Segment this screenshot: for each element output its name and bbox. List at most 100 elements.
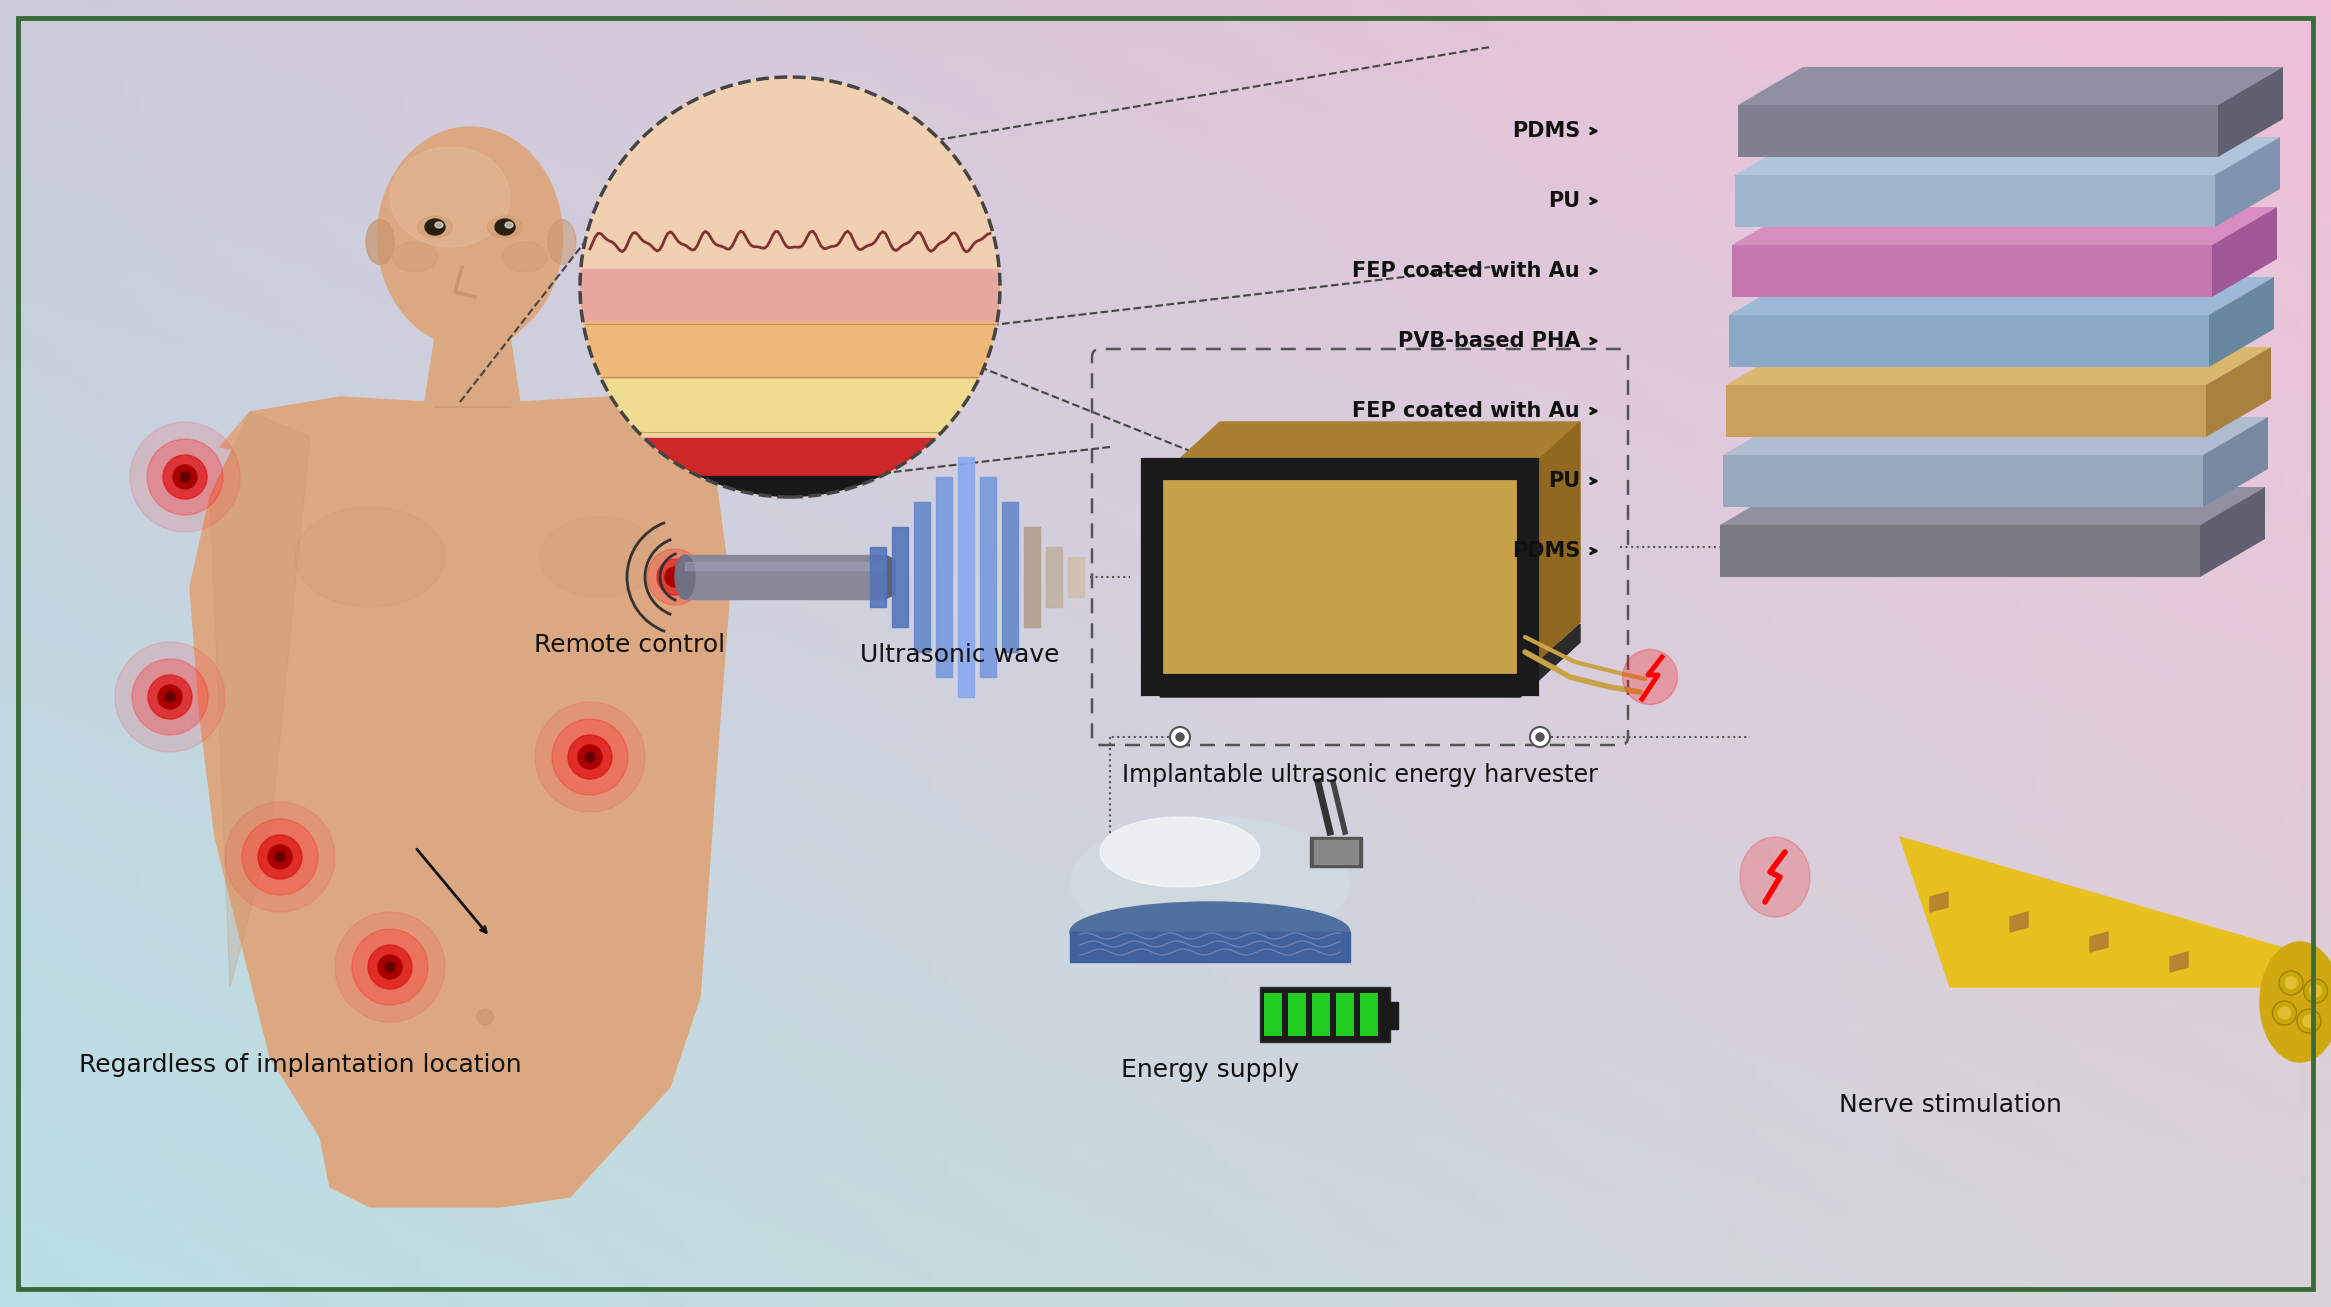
Bar [869,252,886,261]
Bar [93,269,110,278]
Bar [622,77,639,88]
Bar [809,548,825,558]
Bar [1741,234,1758,244]
Bar [1196,792,1212,801]
Bar [1135,992,1152,1002]
Bar [450,792,466,801]
Bar [110,139,126,148]
Bar [1601,357,1618,366]
Bar [2161,182,2177,192]
Bar [296,1263,312,1272]
Bar [1974,1298,1991,1307]
Bar [2207,975,2224,984]
Bar [1662,174,1678,183]
Bar [110,1132,126,1141]
Bar [823,966,839,976]
Bar [839,914,855,924]
Bar [1741,661,1758,670]
Bar [793,714,809,723]
Bar [2268,17,2284,26]
Bar [1476,452,1492,461]
Bar [124,766,140,775]
Bar [1336,844,1352,853]
Bar [1056,478,1072,488]
Bar [576,488,592,497]
Bar [2098,966,2114,976]
Bar [156,783,172,793]
Bar [839,1219,855,1229]
Bar [389,426,406,435]
Bar [1942,365,1958,375]
Bar [233,861,249,872]
Bar [30,60,47,69]
Bar [156,775,172,784]
Bar [1072,1175,1089,1185]
Bar [1818,827,1834,836]
Bar [497,670,513,680]
Bar [140,757,156,767]
Bar [389,25,406,35]
Bar [249,932,266,941]
Bar [1382,112,1399,122]
Bar [373,566,389,575]
Bar [2114,200,2131,209]
Bar [280,1236,296,1246]
Bar [170,1227,186,1238]
Bar [343,809,359,819]
Bar [2221,34,2238,43]
Bar [2098,1175,2114,1185]
Bar [280,574,296,584]
Bar [2051,51,2068,61]
Bar [1042,566,1058,575]
Bar [466,566,483,575]
Bar [436,357,452,366]
Bar [343,148,359,157]
Bar [590,191,606,200]
Bar [1492,112,1508,122]
Bar [1445,1193,1462,1202]
Bar [2161,1053,2177,1063]
Bar [1522,775,1538,784]
Bar [2005,1027,2021,1036]
Bar [963,60,979,69]
Bar [669,635,685,644]
Bar [0,1089,16,1098]
Bar [2068,1063,2084,1072]
Bar [2191,331,2207,340]
Bar [1462,574,1478,584]
Circle shape [133,659,207,735]
Bar [699,226,716,235]
Bar [2145,208,2161,218]
Bar [2068,1123,2084,1133]
Bar [326,488,343,497]
Bar [669,749,685,758]
Bar [1072,1219,1089,1229]
Bar [326,775,343,784]
Ellipse shape [392,242,438,272]
Bar [869,1044,886,1055]
Bar [403,348,420,357]
Bar [559,940,576,950]
Bar [2191,757,2207,767]
Bar [280,383,296,392]
Bar [809,809,825,819]
Bar [93,704,110,715]
Bar [403,704,420,715]
Bar [63,809,79,819]
Bar [1538,103,1555,114]
Bar [2301,818,2317,827]
Bar [343,966,359,976]
Bar [1615,1027,1632,1036]
Bar [932,1018,949,1029]
Bar [2005,305,2021,314]
Bar [730,1263,746,1272]
Bar [823,661,839,670]
Bar [1834,1263,1851,1272]
Bar [576,1018,592,1029]
Bar [2068,1070,2084,1081]
Bar [1228,95,1245,105]
Bar [2268,139,2284,148]
Bar [2068,1106,2084,1115]
Bar [373,374,389,383]
Bar [1462,269,1478,278]
